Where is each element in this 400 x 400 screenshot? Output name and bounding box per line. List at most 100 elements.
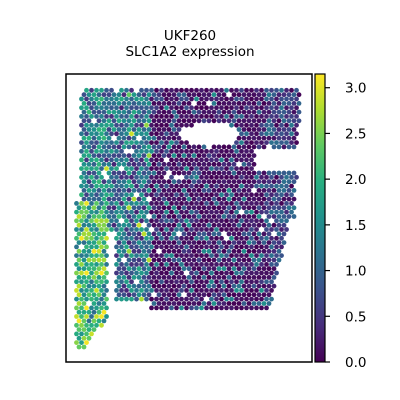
expression-spot [159,105,164,111]
expression-spot [271,135,277,141]
expression-spot [161,153,167,159]
expression-spot [254,262,259,267]
expression-spot [126,275,132,280]
expression-spot [126,222,132,228]
expression-spot [166,257,172,263]
expression-spot [99,288,104,293]
expression-spot [136,205,142,211]
expression-spot [101,275,107,280]
expression-spot [234,209,239,215]
expression-spot [166,179,172,185]
expression-spot [244,148,249,154]
expression-spot [114,166,119,172]
expression-spot [159,270,164,276]
expression-spot [219,209,224,215]
expression-spot [259,192,264,198]
expression-spot [114,192,119,198]
expression-spot [174,192,179,198]
expression-spot [216,266,222,272]
expression-spot [109,166,114,172]
expression-spot [89,227,94,232]
expression-spot [151,257,157,263]
expression-spot [231,144,237,150]
expression-spot [181,153,187,159]
expression-spot [179,262,184,267]
expression-spot [219,201,224,206]
expression-spot [151,231,157,237]
expression-spot [121,127,127,132]
expression-spot [141,196,147,202]
expression-spot [216,170,222,176]
expression-spot [124,253,129,258]
expression-spot [271,101,277,106]
expression-spot [284,227,289,232]
expression-spot [256,214,262,219]
expression-spot [96,318,102,324]
expression-spot [161,231,167,237]
expression-spot [241,179,247,185]
expression-spot [116,161,122,167]
expression-spot [86,292,92,298]
expression-spot [241,188,247,193]
expression-spot [101,309,107,315]
expression-spot [239,174,244,180]
expression-spot [154,296,159,302]
expression-spot [161,109,167,115]
expression-spot [261,179,267,185]
expression-spot [144,227,149,232]
expression-spot [184,105,189,111]
expression-spot [89,253,94,258]
expression-spot [254,140,259,146]
expression-spot [131,179,137,185]
expression-spot [134,201,139,206]
expression-spot [74,279,79,285]
expression-spot [226,266,232,272]
expression-spot [246,170,252,176]
expression-spot [101,127,107,132]
expression-spot [289,192,294,198]
expression-spot [184,244,189,250]
expression-spot [91,135,97,141]
expression-spot [259,183,264,189]
expression-spot [156,109,162,115]
expression-spot [94,87,99,93]
expression-spot [126,188,132,193]
expression-spot [166,92,172,98]
expression-spot [219,218,224,224]
expression-spot [251,161,257,167]
expression-spot [211,257,217,263]
expression-spot [219,174,224,180]
expression-spot [119,270,124,276]
expression-spot [159,174,164,180]
expression-spot [206,292,212,298]
expression-spot [191,240,197,246]
expression-spot [139,174,144,180]
expression-spot [244,166,249,172]
expression-spot [266,292,272,298]
expression-spot [76,266,82,272]
expression-spot [154,244,159,250]
expression-spot [216,214,222,219]
expression-spot [239,131,244,137]
expression-spot [216,222,222,228]
expression-spot [219,270,224,276]
expression-spot [249,87,254,93]
expression-spot [176,188,182,193]
expression-spot [251,266,257,272]
expression-spot [276,188,282,193]
expression-spot [261,266,267,272]
expression-spot [211,231,217,237]
expression-spot [139,253,144,258]
expression-spot [131,170,137,176]
expression-spot [84,288,89,293]
expression-spot [76,240,82,246]
expression-spot [136,231,142,237]
expression-spot [264,105,269,111]
expression-spot [269,288,274,293]
expression-spot [134,174,139,180]
expression-spot [146,153,152,159]
expression-spot [266,205,272,211]
expression-spot [164,105,169,111]
expression-spot [266,179,272,185]
expression-spot [281,92,287,98]
